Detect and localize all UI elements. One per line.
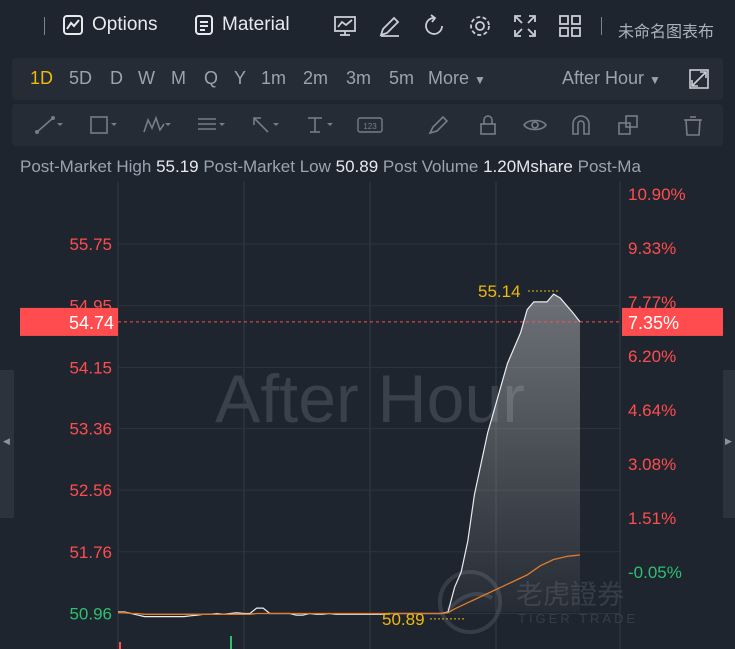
session-label: After Hour xyxy=(562,68,645,88)
price-tick-label: 54.15 xyxy=(69,358,112,377)
text-tool-icon[interactable] xyxy=(304,114,334,136)
expand-icon[interactable] xyxy=(688,68,710,90)
price-tick-label: 55.75 xyxy=(69,235,112,254)
period-5m[interactable]: 5m xyxy=(389,68,415,88)
toolbar-divider xyxy=(44,17,45,35)
period-d[interactable]: D xyxy=(110,68,123,88)
layout-title[interactable]: 未命名图表布 xyxy=(618,24,715,41)
caret-down-icon: ▼ xyxy=(649,73,661,87)
trendline-tool-icon[interactable] xyxy=(34,114,64,136)
percent-tick-label: -0.05% xyxy=(628,563,682,582)
material-button[interactable]: Material xyxy=(194,14,290,36)
caret-right-icon: ▶ xyxy=(725,436,732,446)
material-label: Material xyxy=(222,14,290,35)
fibonacci-tool-icon[interactable] xyxy=(196,114,226,136)
price-tick-label: 52.56 xyxy=(69,481,112,500)
top-toolbar: Options Material 未命名图表布 xyxy=(0,0,735,52)
session-dropdown[interactable]: After Hour ▼ xyxy=(562,68,661,89)
period-y[interactable]: Y xyxy=(234,68,247,88)
more-periods-dropdown[interactable]: More ▼ xyxy=(428,68,486,89)
high-marker-label: 55.14 xyxy=(478,282,521,301)
current-price-badge xyxy=(20,307,118,336)
chart-markers: 54.74 7.35% 55.14 50.89 xyxy=(20,282,723,629)
price-tick-label: 51.76 xyxy=(69,543,112,562)
wave-pattern-tool-icon[interactable] xyxy=(142,114,172,136)
period-1m[interactable]: 1m xyxy=(261,68,287,88)
percent-tick-label: 9.33% xyxy=(628,239,676,258)
period-2m[interactable]: 2m xyxy=(303,68,329,88)
percent-tick-label: 3.08% xyxy=(628,455,676,474)
lock-icon[interactable] xyxy=(476,114,502,136)
percent-tick-label: 4.64% xyxy=(628,401,676,420)
period-q[interactable]: Q xyxy=(204,68,219,88)
period-3m[interactable]: 3m xyxy=(346,68,372,88)
brush-tool-icon[interactable] xyxy=(426,114,452,136)
drawing-toolbar: 123 xyxy=(12,104,723,146)
arrow-tool-icon[interactable] xyxy=(250,114,280,136)
eye-icon[interactable] xyxy=(522,114,548,136)
caret-down-icon: ▼ xyxy=(474,73,486,87)
watermark-text: After Hour xyxy=(215,361,525,437)
price-tick-label: 50.96 xyxy=(69,605,112,624)
options-button[interactable]: Options xyxy=(62,14,157,36)
settings-gear-icon[interactable] xyxy=(467,13,493,39)
price-tick-label: 53.36 xyxy=(69,419,112,438)
average-price-line xyxy=(118,554,581,615)
layout-grid-icon[interactable] xyxy=(557,13,583,39)
caret-left-icon: ◀ xyxy=(3,436,10,446)
period-1d[interactable]: 1D xyxy=(30,68,54,88)
post-high-value: 55.19 xyxy=(156,157,199,176)
period-m[interactable]: M xyxy=(171,68,186,88)
post-volume-label: Post Volume xyxy=(382,157,479,176)
post-next-label: Post-Ma xyxy=(577,157,641,176)
brand-en-text: TIGER TRADE xyxy=(518,611,638,626)
period-bar: 1D 5D D W M Q Y 1m 2m 3m 5m More ▼ After… xyxy=(12,58,723,100)
options-label: Options xyxy=(92,14,158,35)
svg-text:123: 123 xyxy=(363,122,377,131)
period-5d[interactable]: 5D xyxy=(69,68,93,88)
current-change-badge xyxy=(622,307,723,336)
refresh-icon[interactable] xyxy=(422,13,448,39)
right-panel-toggle[interactable]: ▶ xyxy=(723,370,735,518)
low-marker-label: 50.89 xyxy=(382,610,425,629)
post-market-stats: Post-Market High 55.19 Post-Market Low 5… xyxy=(20,157,735,177)
rectangle-tool-icon[interactable] xyxy=(88,114,118,136)
layers-icon[interactable] xyxy=(616,114,642,136)
fullscreen-icon[interactable] xyxy=(512,13,538,39)
post-volume-value: 1.20Mshare xyxy=(483,157,573,176)
document-icon xyxy=(195,15,213,35)
post-low-label: Post-Market Low xyxy=(203,157,331,176)
chart-options-icon xyxy=(63,15,83,35)
percent-tick-label: 6.20% xyxy=(628,347,676,366)
percent-tick-label: 10.90% xyxy=(628,185,686,204)
price-area xyxy=(448,294,580,612)
percent-axis: 10.90% 9.33% 7.77% 6.20% 4.64% 3.08% 1.51% -0.0… xyxy=(628,185,686,582)
percent-tick-label: 7.77% xyxy=(628,293,676,312)
magnet-icon[interactable] xyxy=(568,114,594,136)
price-label-tool-icon[interactable]: 123 xyxy=(356,114,386,136)
more-label: More xyxy=(428,68,470,88)
toolbar-divider xyxy=(601,17,602,35)
price-line xyxy=(118,293,581,618)
intraday-chart[interactable]: After Hour 老虎證券 TIGER TRADE 55.7554.9554… xyxy=(0,182,735,649)
post-low-value: 50.89 xyxy=(335,157,379,176)
current-change-value: 7.35% xyxy=(628,313,679,333)
current-price-value: 54.74 xyxy=(69,313,114,333)
edit-icon[interactable] xyxy=(377,13,403,39)
post-high-label: Post-Market High xyxy=(20,157,152,176)
percent-tick-label: 1.51% xyxy=(628,509,676,528)
trash-icon[interactable] xyxy=(680,114,706,136)
left-panel-toggle[interactable]: ◀ xyxy=(0,370,14,518)
indicator-icon[interactable] xyxy=(332,13,358,39)
period-w[interactable]: W xyxy=(138,68,155,88)
